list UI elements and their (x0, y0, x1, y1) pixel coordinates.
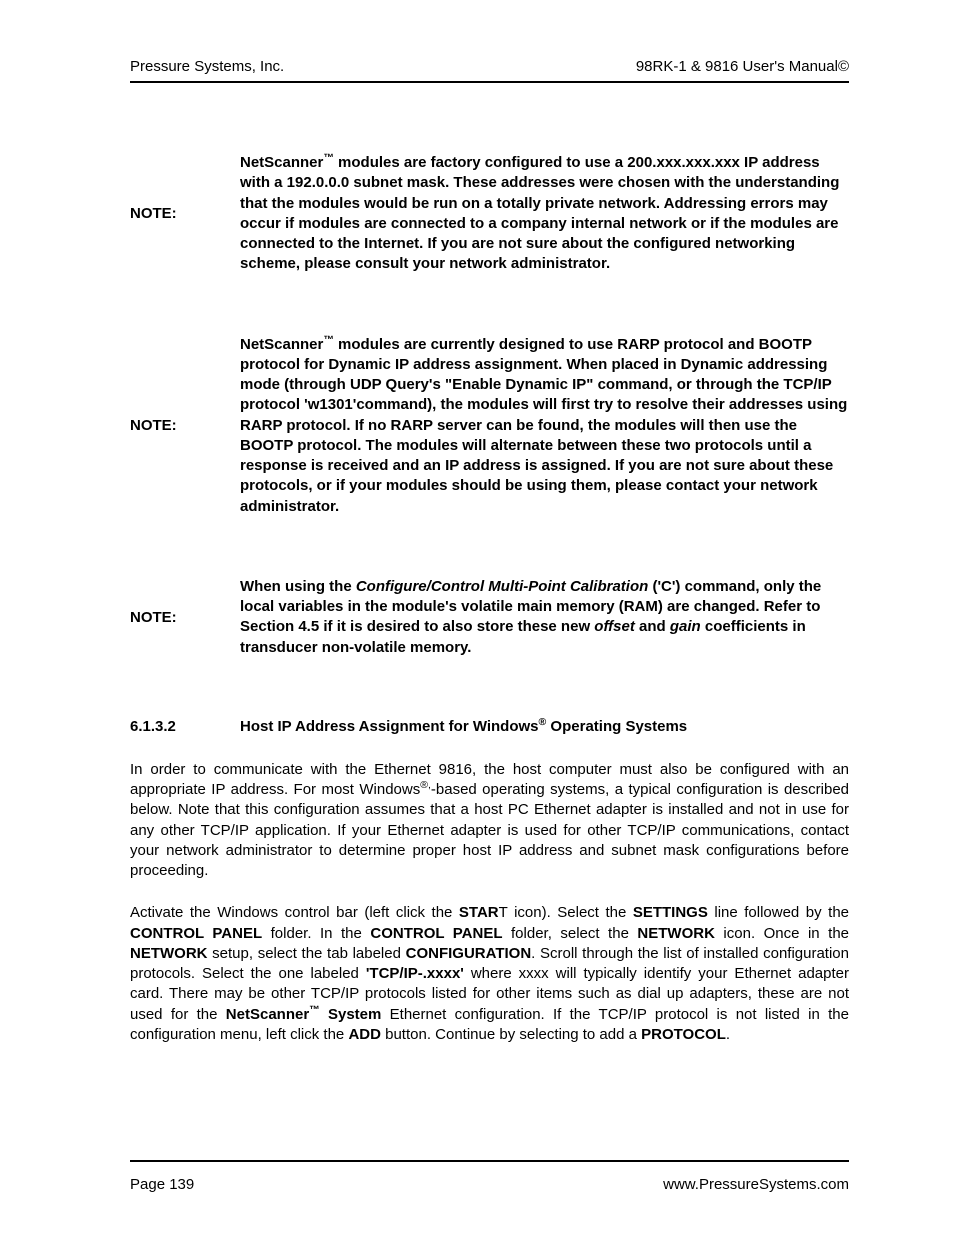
body-paragraphs: In order to communicate with the Etherne… (130, 760, 849, 1045)
note-label: NOTE: (130, 417, 240, 434)
section-title: Host IP Address Assignment for Windows® … (240, 718, 687, 735)
page: Pressure Systems, Inc. 98RK-1 & 9816 Use… (0, 0, 954, 1235)
note-block: NOTE:NetScanner™ modules are currently d… (130, 335, 849, 517)
note-block: NOTE:NetScanner™ modules are factory con… (130, 153, 849, 275)
section-heading: 6.1.3.2 Host IP Address Assignment for W… (130, 718, 849, 735)
section-number: 6.1.3.2 (130, 718, 240, 735)
page-header: Pressure Systems, Inc. 98RK-1 & 9816 Use… (130, 58, 849, 83)
header-company: Pressure Systems, Inc. (130, 58, 284, 75)
page-footer: Page 139 www.PressureSystems.com (130, 1160, 849, 1193)
note-body: When using the Configure/Control Multi-P… (240, 577, 849, 658)
note-body: NetScanner™ modules are currently design… (240, 335, 849, 517)
footer-url: www.PressureSystems.com (663, 1176, 849, 1193)
note-block: NOTE:When using the Configure/Control Mu… (130, 577, 849, 658)
notes-section: NOTE:NetScanner™ modules are factory con… (130, 153, 849, 658)
body-paragraph: In order to communicate with the Etherne… (130, 760, 849, 882)
note-label: NOTE: (130, 609, 240, 626)
note-body: NetScanner™ modules are factory configur… (240, 153, 849, 275)
header-manual-title: 98RK-1 & 9816 User's Manual© (636, 58, 849, 75)
note-label: NOTE: (130, 205, 240, 222)
body-paragraph: Activate the Windows control bar (left c… (130, 903, 849, 1045)
footer-page-number: Page 139 (130, 1176, 194, 1193)
